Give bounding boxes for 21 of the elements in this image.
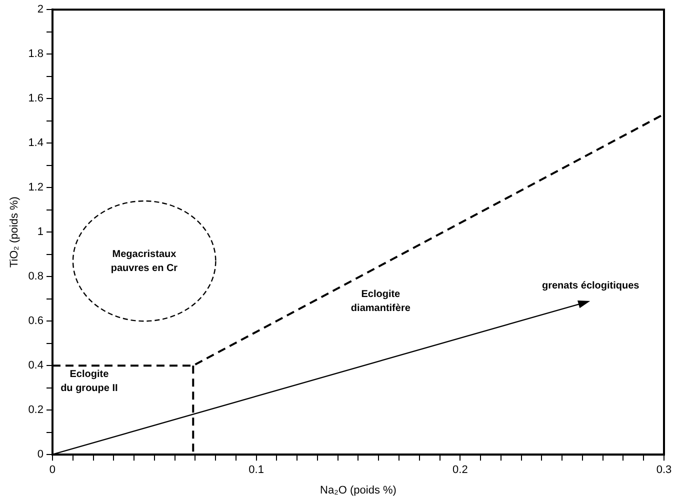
x-axis-title: Na₂O (poids %) [320,484,396,496]
annotation: Megacristaux pauvres en Cr [110,248,178,274]
x-tick-label: 0 [49,464,56,476]
y-axis-title: TiO₂ (poids %) [8,196,21,268]
y-tick-label: 0.4 [28,360,44,372]
x-tick-label: 0.3 [656,464,672,476]
y-tick-label: 1.2 [28,182,44,194]
x-tick-label: 0.1 [248,464,264,476]
x-tick-label: 0.2 [452,464,468,476]
y-tick-label: 2 [37,4,44,16]
y-tick-label: 1.6 [28,92,44,105]
y-tick-label: 1.4 [28,137,44,150]
y-tick-label: 0.2 [28,404,44,416]
annotation: Eclogite du groupe II [60,368,118,394]
y-tick-label: 0 [37,448,44,461]
annotation: grenats éclogitiques [542,280,640,292]
annotation: Eclogite diamantifère [350,288,411,314]
y-tick-label: 1 [37,226,44,238]
y-tick-label: 0.6 [28,315,44,328]
y-tick-label: 1.8 [28,48,44,60]
y-tick-label: 0.8 [28,270,44,283]
